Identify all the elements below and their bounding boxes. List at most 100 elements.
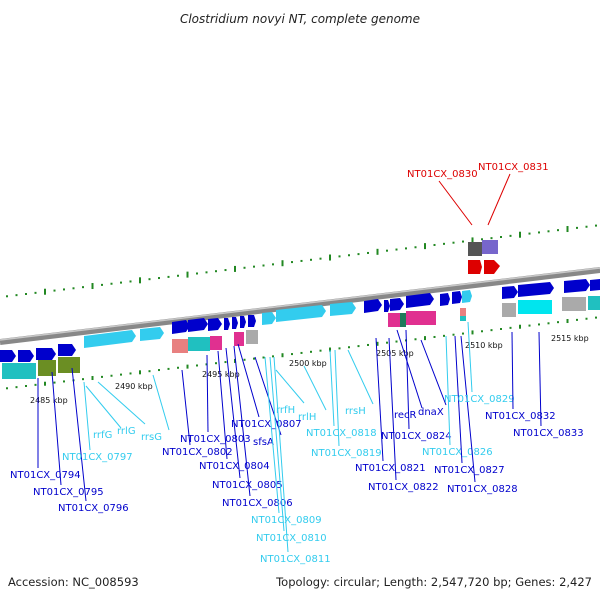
tick-mark [91,376,94,381]
feature-label[interactable]: recR [394,410,417,421]
feature-label[interactable]: NT01CX_0829 [444,394,515,405]
tick-mark [291,353,293,356]
tick-mark [471,330,474,335]
genome-backbone [0,267,600,345]
label-connector [438,180,473,226]
tick-mark [414,338,417,341]
tick-mark [253,265,255,268]
highlight-block[interactable] [468,240,500,274]
feature-label[interactable]: rrsH [345,406,366,417]
tick-mark [481,330,483,333]
label-connector [445,335,451,446]
tick-mark [329,254,331,261]
tick-mark [471,237,474,244]
feature-label[interactable]: rrlG [117,426,136,437]
feature-label[interactable]: NT01CX_0831 [478,162,549,173]
label-connector [487,173,511,226]
feature-label[interactable]: NT01CX_0806 [222,498,293,509]
feature-label[interactable]: rrsG [141,432,162,443]
feature-label[interactable]: NT01CX_0832 [485,411,556,422]
scale-label: 2505 kbp [376,349,414,358]
feature-label[interactable]: NT01CX_0830 [407,169,478,180]
label-connector [347,349,374,405]
tick-mark [452,333,455,336]
feature-label[interactable]: NT01CX_0809 [251,515,322,526]
tick-mark [538,231,540,234]
tick-mark [177,366,179,369]
tick-mark [34,291,37,294]
tick-mark [414,246,417,249]
feature-label[interactable]: NT01CX_0807 [231,419,302,430]
feature-label[interactable]: NT01CX_0802 [162,447,233,458]
tick-mark [300,259,303,262]
label-connector [264,356,280,514]
feature-label[interactable]: NT01CX_0828 [447,484,518,495]
label-connector [420,339,447,406]
feature-label[interactable]: NT01CX_0805 [212,480,283,491]
label-connector [388,337,397,481]
feature-label[interactable]: NT01CX_0810 [256,533,327,544]
feature-label[interactable]: NT01CX_0822 [368,482,439,493]
feature-label[interactable]: NT01CX_0794 [10,470,81,481]
feature-label[interactable]: NT01CX_0803 [180,434,251,445]
tick-mark [186,271,189,278]
label-connector [71,367,87,502]
tick-mark [205,271,208,274]
feature-label[interactable]: rrfH [276,405,295,416]
feature-label[interactable]: NT01CX_0811 [260,554,331,565]
feature-label[interactable]: NT01CX_0804 [199,461,270,472]
label-connector [217,350,228,460]
feature-label[interactable]: NT01CX_0797 [62,452,133,463]
tick-mark [129,280,132,283]
tick-mark [557,229,559,232]
feature-label[interactable]: NT01CX_0819 [311,448,382,459]
tick-mark [281,353,284,358]
tick-mark [595,316,597,319]
feature-label[interactable]: NT01CX_0795 [33,487,104,498]
tick-mark [462,240,464,243]
tick-mark [158,369,160,372]
tick-mark [63,380,65,383]
feature-label[interactable]: dnaX [418,407,444,418]
feature-label[interactable]: sfsA [253,437,274,448]
scale-label: 2515 kbp [551,334,589,343]
tick-mark [443,334,445,337]
tick-mark [253,357,255,360]
tick-mark [243,266,246,269]
feature-label[interactable]: NT01CX_0821 [355,463,426,474]
feature-label[interactable]: NT01CX_0833 [513,428,584,439]
feature-label[interactable]: NT01CX_0826 [422,447,493,458]
feature-label[interactable]: rrlH [298,412,316,423]
tick-mark [566,319,569,324]
tick-mark [395,248,398,251]
tick-mark [15,386,18,389]
feature-label[interactable]: NT01CX_0818 [306,428,377,439]
tick-mark [528,324,531,327]
feature-label[interactable]: NT01CX_0796 [58,503,129,514]
tick-mark [91,283,94,290]
tick-mark [158,277,160,280]
label-connector [206,354,209,433]
tick-mark [224,361,227,364]
feature-label[interactable]: NT01CX_0824 [381,431,452,442]
tick-mark [557,321,559,324]
tick-mark [319,257,322,260]
tick-mark [110,282,113,285]
feature-label[interactable]: rrfG [93,430,112,441]
tick-mark [576,318,578,321]
tick-mark [25,385,27,387]
tick-mark [25,293,27,295]
tick-mark [519,231,521,238]
feature-label[interactable]: NT01CX_0827 [434,465,505,476]
accession-text: Accession: NC_008593 [8,575,139,589]
tick-mark [357,253,360,256]
tick-mark [224,269,227,272]
tick-mark [519,324,521,329]
tick-mark [63,288,65,291]
label-connector [269,356,285,532]
tick-mark [452,241,455,244]
tick-mark [120,281,122,284]
tick-mark [585,225,588,228]
gene-block[interactable] [0,279,600,362]
